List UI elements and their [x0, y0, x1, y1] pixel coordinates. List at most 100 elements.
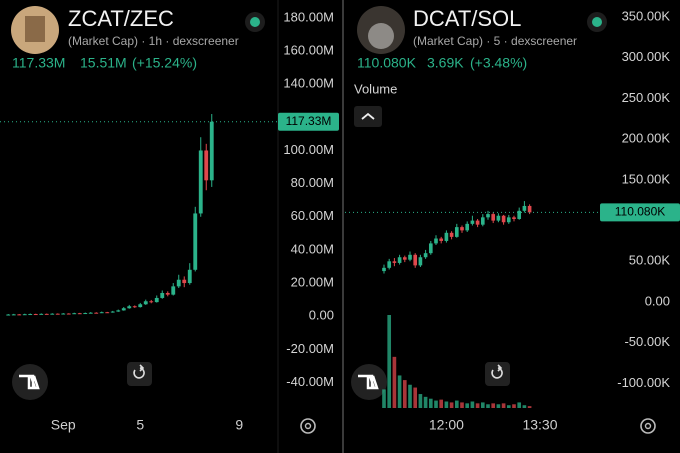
volume-bar	[392, 356, 397, 408]
y-tick-label: -20.00M	[286, 341, 334, 356]
candle-body	[454, 227, 459, 237]
reset-icon	[491, 364, 503, 379]
candle-body	[66, 313, 71, 315]
pair-title: DCAT/SOL	[413, 6, 521, 31]
candle-body	[28, 314, 33, 316]
volume-bar	[496, 404, 501, 408]
candle-body	[187, 269, 192, 284]
y-tick-label: 350.00K	[622, 9, 671, 24]
x-tick-label: Sep	[51, 417, 76, 433]
reset-button[interactable]	[485, 362, 510, 386]
candle-body	[154, 297, 159, 303]
volume-bar	[517, 402, 522, 408]
x-tick-label: 13:30	[522, 417, 557, 433]
candle-body	[475, 220, 480, 225]
x-tick-label: 9	[235, 417, 243, 433]
x-tick-label: 12:00	[429, 417, 464, 433]
candle-body	[470, 220, 475, 224]
candle-body	[17, 314, 22, 316]
volume-bar	[460, 402, 464, 408]
candle-body	[527, 205, 532, 213]
y-tick-label: 60.00M	[291, 208, 334, 223]
volume-bar	[418, 394, 423, 408]
candle-body	[55, 313, 60, 315]
status-dot	[592, 17, 602, 27]
candle-body	[382, 267, 386, 272]
change-stat: 3.69K	[427, 55, 464, 71]
volume-bar	[465, 403, 470, 408]
price-box-label: 110.080K	[615, 205, 666, 219]
candle-body	[517, 210, 522, 219]
volume-bar	[397, 375, 402, 408]
candle-body	[506, 217, 511, 223]
candle-body	[413, 254, 418, 266]
volume-bar	[491, 403, 496, 408]
y-tick-label: 180.00M	[283, 9, 334, 24]
y-tick-label: 200.00K	[622, 131, 671, 146]
candle-body	[397, 257, 402, 263]
reset-icon	[133, 364, 145, 379]
volume-bar	[512, 404, 516, 408]
candle-body	[522, 205, 527, 211]
volume-bar	[506, 405, 511, 408]
y-tick-label: 50.00K	[629, 253, 671, 268]
volume-bar	[434, 400, 438, 408]
y-tick-label: 140.00M	[283, 76, 334, 91]
y-tick-label: 300.00K	[622, 49, 671, 64]
candle-body	[204, 150, 209, 181]
y-tick-label: -50.00K	[624, 334, 670, 349]
candle-body	[171, 286, 176, 295]
volume-bar	[522, 405, 527, 408]
candle-body	[176, 279, 181, 287]
candle-body	[392, 261, 397, 263]
price-stat: 110.080K	[357, 55, 417, 71]
candle-body	[50, 313, 55, 315]
candle-body	[22, 314, 27, 316]
settings-icon-core	[644, 422, 652, 430]
volume-bar	[402, 380, 407, 408]
settings-icon[interactable]	[300, 418, 316, 434]
volume-bar	[444, 401, 449, 408]
volume-bar	[387, 315, 392, 408]
price-stat: 117.33M	[12, 55, 65, 71]
candle-body	[6, 314, 11, 316]
candle-body	[72, 313, 77, 315]
collapse-button[interactable]	[354, 106, 382, 127]
volume-bar	[501, 403, 506, 408]
candle-body	[501, 215, 506, 223]
candle-body	[209, 121, 214, 181]
candle-body	[434, 238, 438, 244]
candle-body	[83, 313, 88, 315]
x-tick-label: 5	[136, 417, 144, 433]
candle-body	[439, 238, 444, 241]
subtitle: (Market Cap) · 1h · dexscreener	[68, 34, 239, 48]
y-tick-label: 80.00M	[291, 175, 334, 190]
candle-body	[99, 312, 104, 314]
candle-body	[127, 306, 132, 309]
candle-body	[149, 301, 154, 303]
reset-button[interactable]	[127, 362, 152, 386]
volume-label: Volume	[354, 81, 397, 96]
change-pct: (+3.48%)	[470, 55, 527, 71]
volume-bar	[527, 406, 532, 408]
volume-bar	[449, 402, 454, 408]
candle-body	[496, 215, 501, 221]
settings-icon[interactable]	[640, 418, 656, 434]
candle-body	[480, 217, 485, 225]
status-dot	[250, 17, 260, 27]
candle-body	[61, 313, 66, 315]
candle-body	[44, 313, 49, 315]
pair-title: ZCAT/ZEC	[68, 6, 174, 31]
chevron-icon	[361, 112, 375, 120]
volume-bar	[454, 400, 459, 408]
volume-bar	[475, 403, 480, 408]
candle-body	[465, 223, 470, 231]
candle-body	[193, 213, 198, 270]
y-tick-label: 20.00M	[291, 274, 334, 289]
y-tick-label: 250.00K	[622, 90, 671, 105]
volume-bar	[428, 398, 433, 408]
candle-body	[428, 243, 433, 254]
volume-bar	[382, 389, 386, 408]
candle-body	[132, 306, 137, 308]
